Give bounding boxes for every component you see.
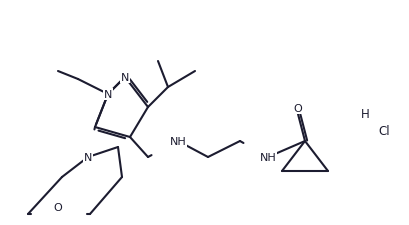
Text: H: H	[360, 108, 369, 121]
Text: NH: NH	[259, 152, 276, 162]
Text: N: N	[103, 90, 112, 99]
Text: N: N	[83, 152, 92, 162]
Text: O: O	[293, 104, 302, 113]
Text: N: N	[121, 73, 129, 83]
Text: Cl: Cl	[377, 124, 389, 137]
Text: NH: NH	[169, 136, 186, 146]
Text: O: O	[54, 202, 62, 212]
